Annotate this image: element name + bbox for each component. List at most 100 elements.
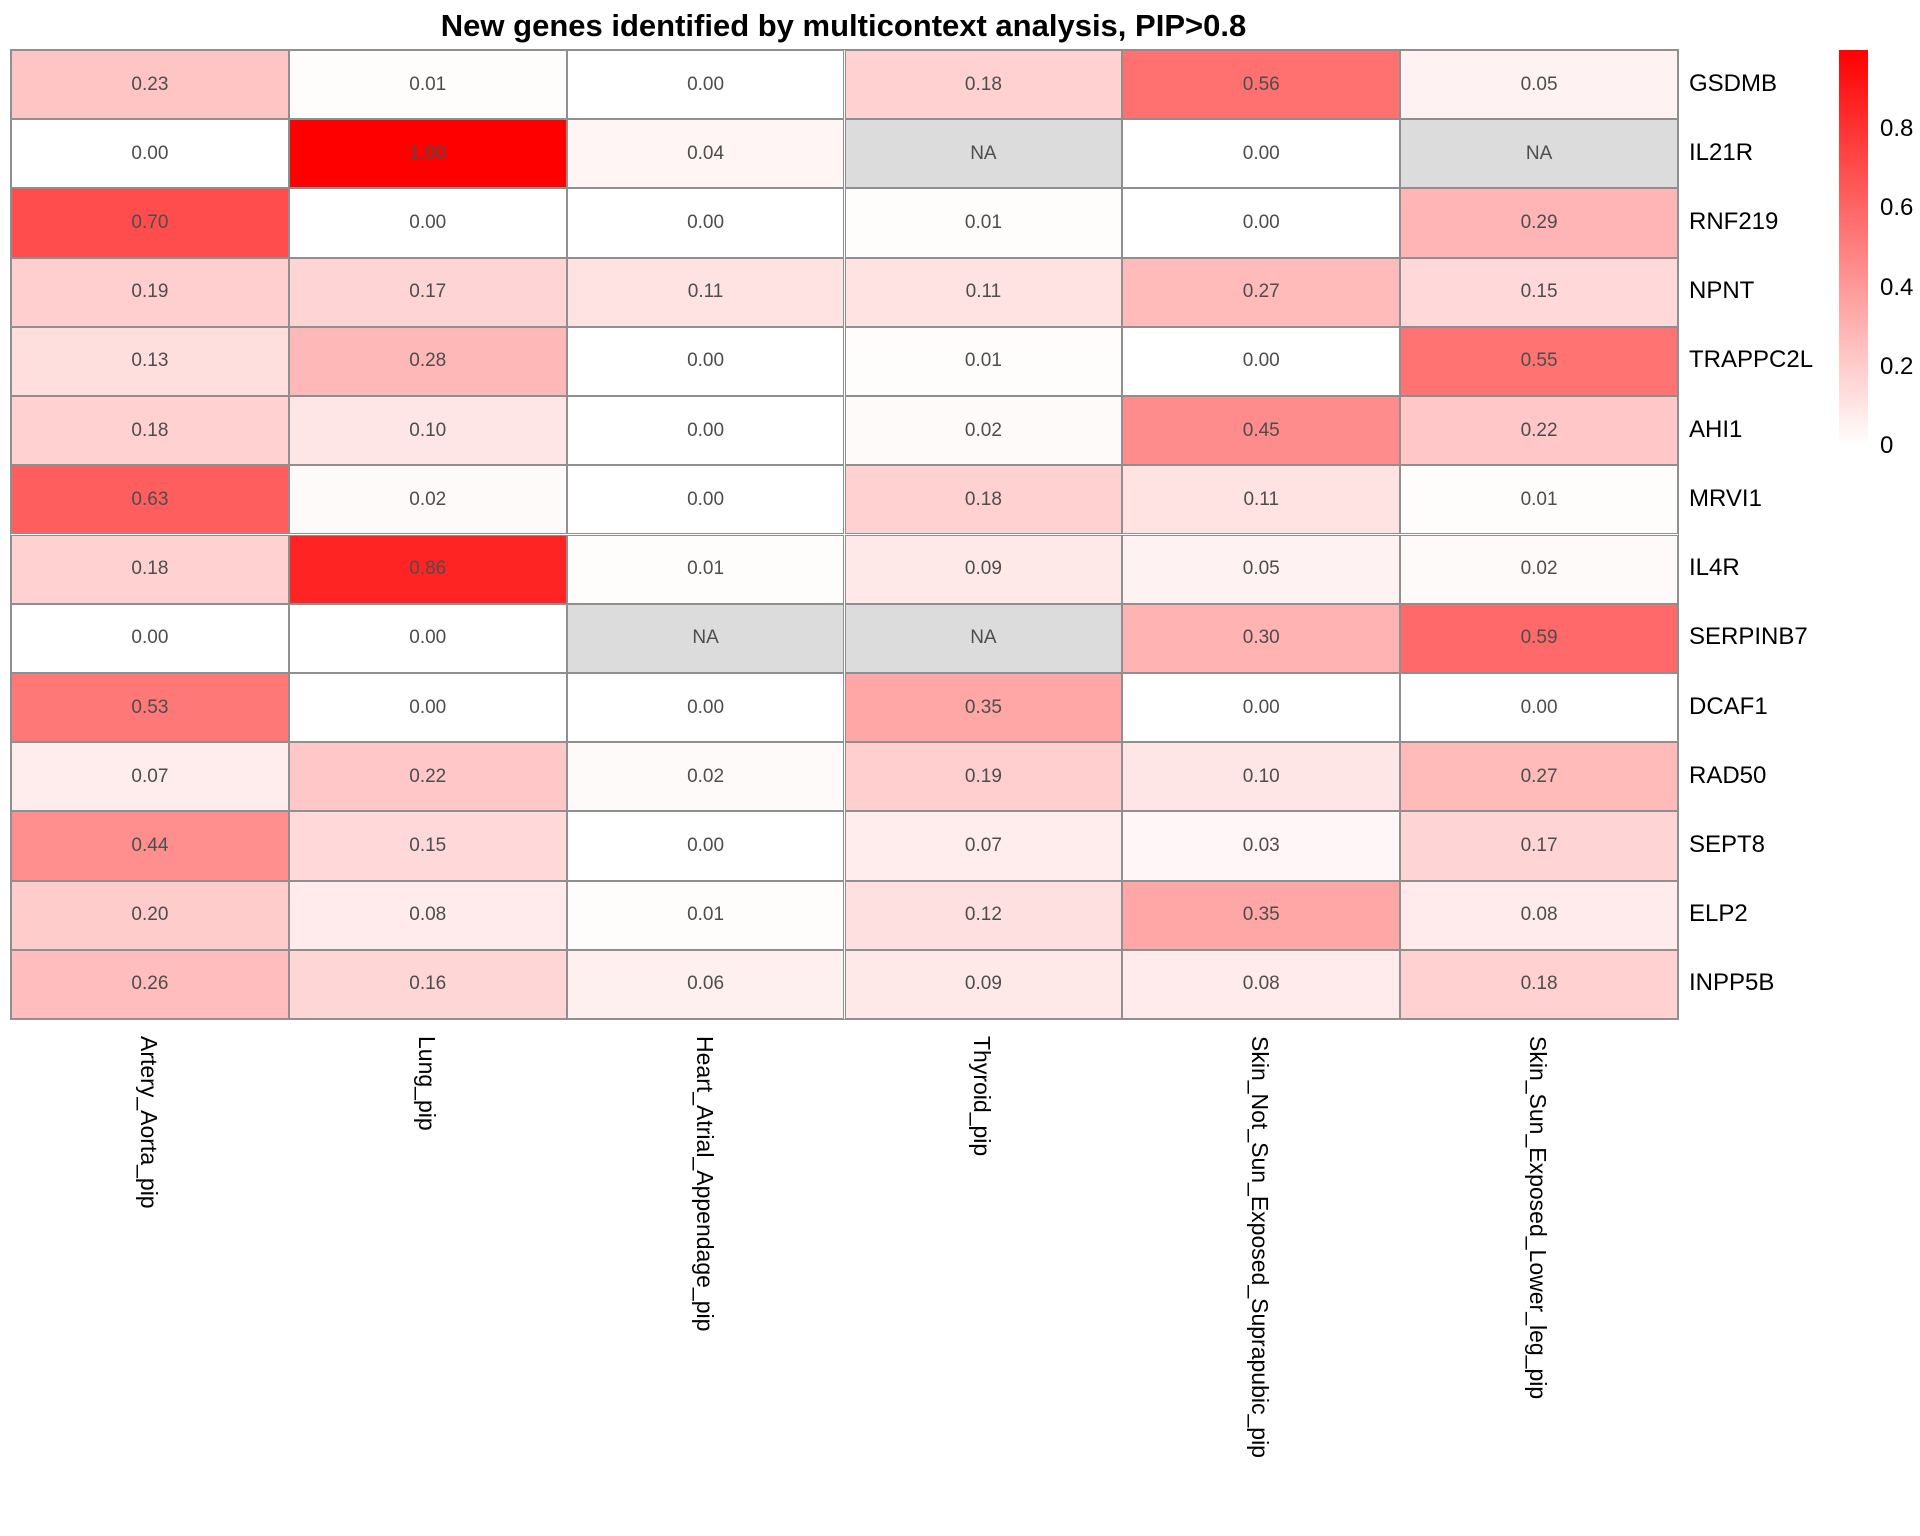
heatmap-cell: 0.05 <box>1122 534 1401 604</box>
row-label: INPP5B <box>1689 969 1775 997</box>
heatmap-cell: 0.18 <box>844 465 1123 535</box>
heatmap-cell: 0.00 <box>1400 672 1678 743</box>
row-label: IL4R <box>1689 554 1740 582</box>
legend-gradient-bar <box>1839 50 1868 446</box>
heatmap-cell: 1.00 <box>288 119 567 189</box>
col-label: Heart_Atrial_Appendage_pip <box>691 1036 718 1332</box>
row-label: AHI1 <box>1689 415 1743 443</box>
row-label: SERPINB7 <box>1689 623 1808 651</box>
heatmap-cell: 0.86 <box>288 534 567 604</box>
row-label: ELP2 <box>1689 900 1748 928</box>
heatmap-cell: 0.30 <box>1122 603 1401 673</box>
heatmap-cell: 0.20 <box>11 880 289 950</box>
heatmap-cell: 0.18 <box>11 396 289 466</box>
legend-tick-label: 0.4 <box>1880 273 1914 301</box>
heatmap-cell: 0.01 <box>566 534 845 604</box>
heatmap-cell: 0.59 <box>1400 603 1678 673</box>
row-label: RNF219 <box>1689 208 1779 236</box>
heatmap-cell: NA <box>566 603 845 673</box>
heatmap-cell: 0.10 <box>1122 742 1401 812</box>
row-label: GSDMB <box>1689 69 1778 97</box>
heatmap-cell: 0.04 <box>566 119 845 189</box>
heatmap-cell: 0.00 <box>566 188 845 258</box>
heatmap-cell: 0.15 <box>1400 257 1678 327</box>
heatmap-cell: 0.00 <box>566 811 845 881</box>
heatmap-cell: 0.00 <box>1122 119 1401 189</box>
heatmap-cell: 0.09 <box>844 949 1123 1019</box>
heatmap-cell: 0.01 <box>1400 465 1678 535</box>
heatmap-cell: 0.11 <box>566 257 845 327</box>
heatmap-cell: 0.63 <box>11 465 289 535</box>
heatmap-cell: 0.11 <box>1122 465 1401 535</box>
heatmap-cell: 0.06 <box>566 949 845 1019</box>
heatmap-cell: 0.70 <box>11 188 289 258</box>
heatmap-cell: 0.16 <box>288 949 567 1019</box>
heatmap-cell: 0.56 <box>1122 50 1401 120</box>
heatmap-cell: 0.19 <box>844 742 1123 812</box>
heatmap-cell: 0.35 <box>1122 880 1401 950</box>
row-label: TRAPPC2L <box>1689 346 1814 374</box>
heatmap-cell: 0.09 <box>844 534 1123 604</box>
heatmap-cell: 0.18 <box>1400 949 1678 1019</box>
heatmap-cell: 0.05 <box>1400 50 1678 120</box>
heatmap-cell: 0.02 <box>844 396 1123 466</box>
heatmap-cell: 0.00 <box>11 119 289 189</box>
heatmap-cell: 0.08 <box>288 880 567 950</box>
heatmap-cell: 0.22 <box>288 742 567 812</box>
heatmap-cell: 0.17 <box>288 257 567 327</box>
heatmap-cell: 0.10 <box>288 396 567 466</box>
heatmap-cell: 0.35 <box>844 672 1123 743</box>
heatmap-cell: 0.00 <box>1122 326 1401 397</box>
heatmap-cell: 0.27 <box>1400 742 1678 812</box>
heatmap-cell: 0.02 <box>288 465 567 535</box>
heatmap-cell: 0.08 <box>1400 880 1678 950</box>
heatmap-cell: 0.00 <box>566 672 845 743</box>
heatmap-cell: 0.27 <box>1122 257 1401 327</box>
heatmap-cell: 0.19 <box>11 257 289 327</box>
heatmap-cell: NA <box>844 119 1123 189</box>
heatmap-cell: NA <box>844 603 1123 673</box>
heatmap-cell: 0.00 <box>1122 188 1401 258</box>
heatmap-cell: 0.02 <box>566 742 845 812</box>
heatmap-cell: 0.11 <box>844 257 1123 327</box>
heatmap-cell: 0.26 <box>11 949 289 1019</box>
heatmap-cell: 0.17 <box>1400 811 1678 881</box>
heatmap-cell: 0.00 <box>288 188 567 258</box>
heatmap-cell: 0.29 <box>1400 188 1678 258</box>
heatmap-cell: 0.02 <box>1400 534 1678 604</box>
heatmap-cell: 0.01 <box>844 326 1123 397</box>
heatmap-cell: 0.00 <box>566 326 845 397</box>
col-label: Artery_Aorta_pip <box>135 1036 162 1209</box>
heatmap-cell: 0.01 <box>566 880 845 950</box>
heatmap-cell: 0.55 <box>1400 326 1678 397</box>
heatmap-cell: 0.00 <box>11 603 289 673</box>
legend-tick-label: 0.8 <box>1880 115 1914 143</box>
row-label: MRVI1 <box>1689 484 1762 512</box>
legend-tick-label: 0.2 <box>1880 352 1914 380</box>
heatmap-cell: 0.45 <box>1122 396 1401 466</box>
heatmap-cell: 0.07 <box>11 742 289 812</box>
heatmap-cell: 0.00 <box>288 672 567 743</box>
heatmap-cell: 0.15 <box>288 811 567 881</box>
legend-tick-label: 0 <box>1880 432 1894 459</box>
row-label: NPNT <box>1689 277 1755 305</box>
heatmap-cell: 0.00 <box>1122 672 1401 743</box>
row-label: SEPT8 <box>1689 830 1766 858</box>
heatmap-cell: 0.00 <box>566 465 845 535</box>
heatmap-cell: 0.23 <box>11 50 289 120</box>
heatmap-cell: 0.00 <box>566 396 845 466</box>
heatmap-cell: 0.03 <box>1122 811 1401 881</box>
col-label: Thyroid_pip <box>969 1036 996 1157</box>
heatmap-cell: 0.12 <box>844 880 1123 950</box>
heatmap-cell: 0.18 <box>11 534 289 604</box>
row-label: RAD50 <box>1689 761 1767 789</box>
col-label: Skin_Sun_Exposed_Lower_leg_pip <box>1525 1036 1552 1400</box>
row-label: DCAF1 <box>1689 692 1768 720</box>
heatmap-cell: 0.53 <box>11 672 289 743</box>
heatmap-cell: 0.01 <box>844 188 1123 258</box>
col-label: Lung_pip <box>413 1036 440 1131</box>
heatmap-cell: NA <box>1400 119 1678 189</box>
chart-title: New genes identified by multicontext ana… <box>440 8 1247 43</box>
heatmap-cell: 0.13 <box>11 326 289 397</box>
